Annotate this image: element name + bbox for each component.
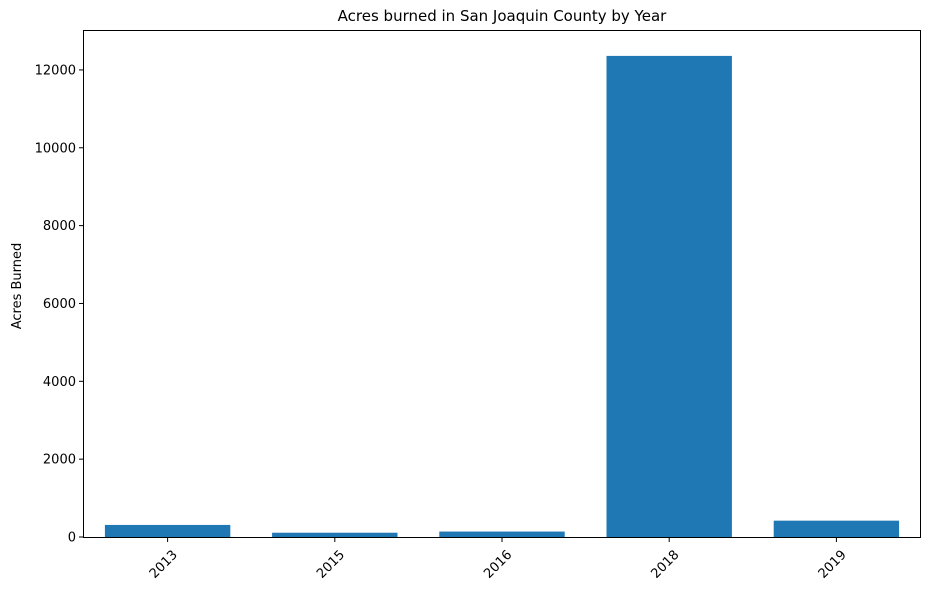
x-tick-label: 2013: [147, 548, 181, 582]
y-tick-label: 4000: [43, 375, 76, 390]
bar-2018: [606, 55, 732, 538]
bar-2013: [104, 524, 231, 537]
bar-2016: [439, 531, 565, 537]
chart-title: Acres burned in San Joaquin County by Ye…: [338, 7, 667, 25]
x-tick-label: 2018: [648, 548, 682, 582]
y-tick-label: 2000: [43, 453, 76, 468]
y-axis-label: Acres Burned: [10, 243, 25, 330]
x-axis: 2013 2015 2016 2018 2019: [147, 537, 850, 582]
x-tick-label: 2015: [314, 548, 348, 582]
y-tick-label: 0: [68, 531, 76, 546]
bars-group: [104, 55, 900, 538]
x-tick-label: 2016: [481, 548, 515, 582]
plot-frame: [83, 30, 921, 538]
bar-2019: [773, 520, 900, 537]
y-tick-label: 8000: [43, 219, 76, 234]
y-tick-label: 6000: [43, 297, 76, 312]
y-tick-label: 10000: [35, 141, 76, 156]
y-tick-label: 12000: [35, 63, 76, 78]
x-tick-label: 2019: [816, 548, 850, 582]
y-axis: 0 2000 4000 6000 8000 10000 12000: [35, 63, 84, 546]
bar-2015: [272, 532, 398, 537]
